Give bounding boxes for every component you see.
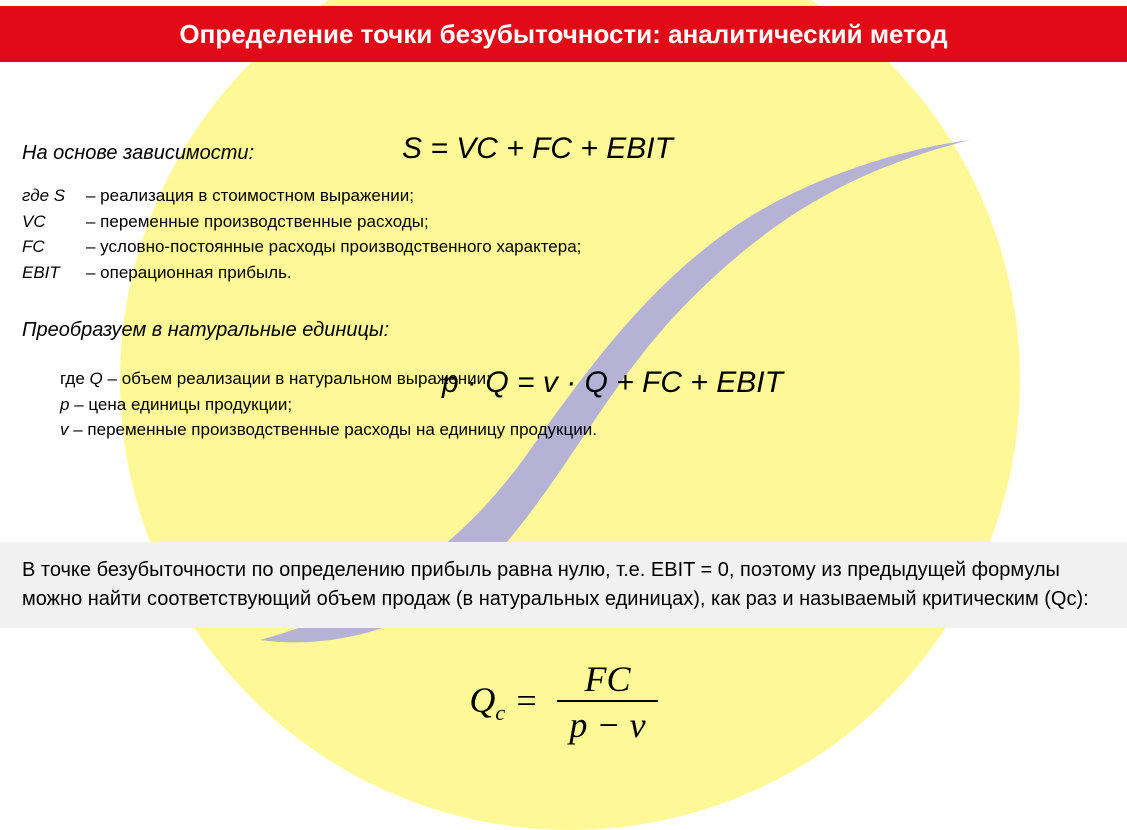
slide-title: Определение точки безубыточности: аналит…	[179, 19, 947, 50]
content-area: S = VC + FC + EBIT На основе зависимости…	[0, 80, 1127, 443]
def-symbol: FC	[22, 234, 86, 260]
def-symbol: VC	[22, 209, 86, 235]
equals-sign: =	[505, 680, 547, 720]
section1-definitions: где S – реализация в стоимостном выражен…	[0, 183, 1127, 285]
slide-header: Определение точки безубыточности: аналит…	[0, 6, 1127, 62]
conclusion-text: В точке безубыточности по определению пр…	[22, 559, 1089, 610]
def-text: – переменные производственные расходы;	[86, 209, 429, 235]
conclusion-box: В точке безубыточности по определению пр…	[0, 542, 1127, 628]
slide: Определение точки безубыточности: аналит…	[0, 0, 1127, 751]
def-text: – реализация в стоимостном выражении;	[86, 183, 414, 209]
def-symbol: EBIT	[22, 260, 86, 286]
final-formula: Qc = FC p − v	[0, 660, 1127, 748]
def-symbol: где S	[22, 183, 86, 209]
def-text: v – переменные производственные расходы …	[60, 417, 597, 443]
section2-label: Преобразуем в натуральные единицы:	[0, 319, 1127, 342]
fraction: FC p − v	[557, 660, 657, 748]
formula-1: S = VC + FC + EBIT	[402, 132, 673, 166]
def-text: p – цена единицы продукции;	[60, 392, 292, 418]
formula-2: p · Q = v · Q + FC + EBIT	[442, 366, 783, 400]
def-row: v – переменные производственные расходы …	[60, 417, 1127, 443]
def-row: где S – реализация в стоимостном выражен…	[22, 183, 1127, 209]
def-row: FC – условно-постоянные расходы производ…	[22, 234, 1127, 260]
def-text: где Q – объем реализации в натуральном в…	[60, 366, 491, 392]
def-row: VC – переменные производственные расходы…	[22, 209, 1127, 235]
numerator: FC	[557, 660, 657, 702]
def-text: – условно-постоянные расходы производств…	[86, 234, 581, 260]
def-row: EBIT – операционная прибыль.	[22, 260, 1127, 286]
formula-lhs: Qc	[469, 680, 505, 720]
denominator: p − v	[557, 702, 657, 749]
def-text: – операционная прибыль.	[86, 260, 292, 286]
